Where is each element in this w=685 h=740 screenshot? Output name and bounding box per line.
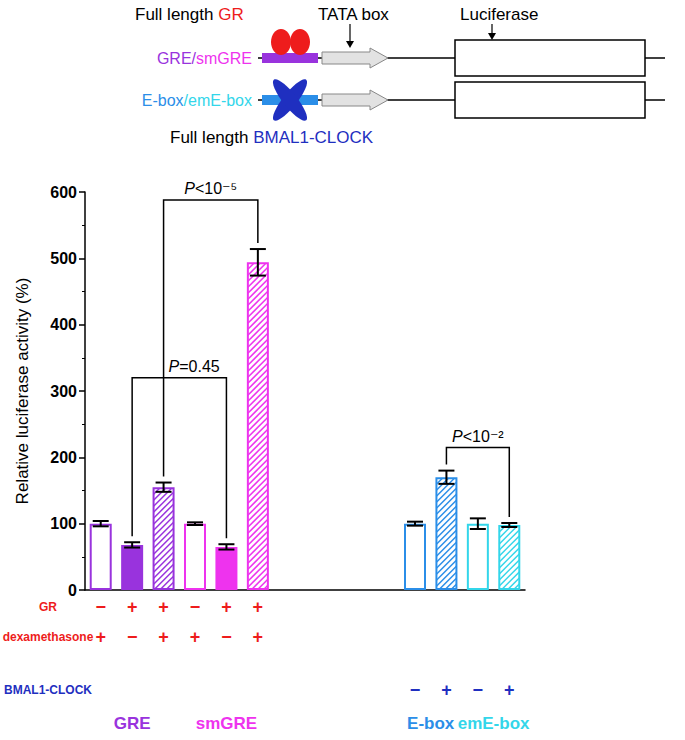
- svg-text:<10⁻²: <10⁻²: [463, 428, 505, 445]
- svg-text:P: P: [169, 358, 180, 375]
- svg-text:TATA box: TATA box: [318, 5, 389, 24]
- svg-text:+: +: [190, 627, 201, 647]
- svg-text:+: +: [158, 597, 169, 617]
- svg-text:200: 200: [50, 449, 77, 466]
- svg-text:+: +: [127, 597, 138, 617]
- svg-text:+: +: [253, 597, 264, 617]
- svg-text:−: −: [221, 627, 232, 647]
- svg-text:−: −: [95, 597, 106, 617]
- svg-text:GR: GR: [218, 5, 244, 24]
- svg-text:GRE: GRE: [114, 714, 151, 733]
- svg-text:+: +: [504, 680, 515, 700]
- svg-text:dexamethasone: dexamethasone: [3, 630, 94, 644]
- svg-text:smGRE: smGRE: [196, 50, 252, 67]
- svg-text:GRE: GRE: [157, 50, 192, 67]
- svg-text:−: −: [410, 680, 421, 700]
- svg-text:E-box: E-box: [142, 92, 184, 109]
- svg-text:P: P: [184, 180, 195, 197]
- svg-text:BMAL1-CLOCK: BMAL1-CLOCK: [4, 683, 92, 697]
- svg-text:emE-box: emE-box: [458, 714, 530, 733]
- svg-text:−: −: [473, 680, 484, 700]
- svg-text:−: −: [190, 597, 201, 617]
- svg-text:−: −: [127, 627, 138, 647]
- svg-text:+: +: [221, 597, 232, 617]
- svg-text:smGRE: smGRE: [196, 714, 257, 733]
- svg-text:Luciferase: Luciferase: [460, 5, 538, 24]
- svg-text:BMAL1-CLOCK: BMAL1-CLOCK: [253, 128, 374, 147]
- svg-text:P: P: [452, 428, 463, 445]
- svg-text:300: 300: [50, 383, 77, 400]
- svg-text:+: +: [158, 627, 169, 647]
- svg-text:GR: GR: [39, 600, 57, 614]
- svg-text:Full length: Full length: [170, 128, 253, 147]
- svg-text:=0.45: =0.45: [179, 358, 220, 375]
- svg-text:400: 400: [50, 316, 77, 333]
- svg-text:E-box: E-box: [407, 714, 455, 733]
- svg-text:500: 500: [50, 250, 77, 267]
- svg-text:+: +: [253, 627, 264, 647]
- svg-text:+: +: [441, 680, 452, 700]
- svg-text:<10⁻⁵: <10⁻⁵: [195, 180, 237, 197]
- svg-text:100: 100: [50, 515, 77, 532]
- svg-text:0: 0: [68, 582, 77, 599]
- svg-text:emE-box: emE-box: [188, 92, 252, 109]
- svg-text:Relative luciferase activity (: Relative luciferase activity (%): [13, 278, 32, 505]
- svg-text:Full length: Full length: [135, 5, 218, 24]
- svg-text:+: +: [95, 627, 106, 647]
- svg-text:600: 600: [50, 184, 77, 201]
